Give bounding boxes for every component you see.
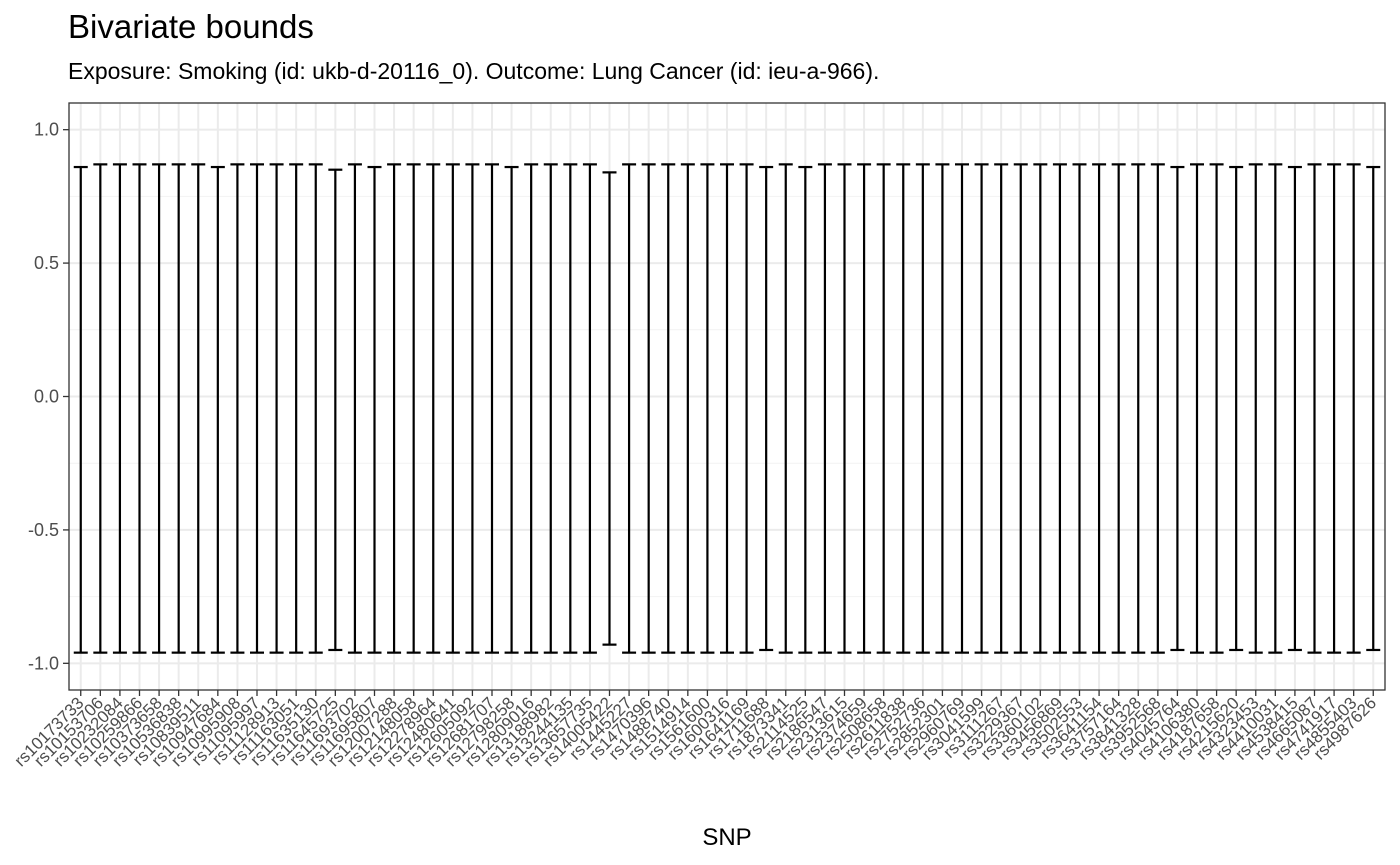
error-bar (720, 163, 734, 654)
error-bar (132, 163, 147, 654)
error-bar (308, 163, 323, 654)
error-bar (485, 163, 499, 654)
error-bar (837, 163, 852, 654)
x-axis-title: SNP (702, 824, 751, 851)
error-bar (955, 163, 969, 654)
error-bar (1366, 165, 1381, 652)
error-bar (504, 165, 519, 654)
error-bar (661, 163, 676, 654)
error-bar (1170, 165, 1185, 652)
error-bar (641, 163, 656, 654)
error-bar (289, 163, 304, 654)
error-bar (994, 163, 1009, 654)
y-tick-label: -0.5 (28, 520, 59, 540)
error-bar (445, 163, 460, 654)
error-bar (1307, 163, 1322, 654)
error-bar (112, 163, 127, 654)
error-bar (602, 171, 617, 646)
error-bar (974, 163, 989, 654)
error-bar (778, 163, 793, 654)
y-tick-label: 1.0 (34, 120, 59, 140)
error-bar (1033, 163, 1048, 654)
error-bar (896, 163, 911, 654)
error-bar (73, 165, 88, 654)
error-bar (857, 163, 872, 654)
error-bar (93, 163, 108, 654)
y-tick-label: -1.0 (28, 653, 59, 673)
error-bar (426, 163, 441, 654)
error-bar (1209, 163, 1224, 654)
error-bar (622, 163, 637, 654)
error-bar (1346, 163, 1361, 654)
error-bar (210, 165, 225, 654)
error-bar (1248, 163, 1263, 654)
error-bar (367, 165, 382, 654)
error-bar (191, 163, 206, 654)
error-bar (680, 163, 695, 654)
error-bar (1052, 163, 1067, 654)
error-bar (328, 168, 343, 652)
error-bar (700, 163, 715, 654)
error-bar (1092, 163, 1107, 654)
error-bar (739, 163, 754, 654)
error-bar (543, 163, 558, 654)
error-bar (876, 163, 891, 654)
error-bar (406, 163, 421, 654)
error-bar (347, 163, 362, 654)
y-axis: 1.0 0.5 0.0 -0.5 -1.0 (28, 120, 69, 673)
error-bar (1072, 163, 1087, 654)
error-bars (73, 163, 1381, 654)
error-bar (1131, 163, 1146, 654)
error-bar (935, 163, 950, 654)
error-bar (798, 165, 813, 654)
error-bar (250, 163, 264, 654)
y-tick-label: 0.5 (34, 253, 59, 273)
error-bar (1287, 165, 1302, 652)
error-bar (171, 163, 186, 654)
error-bar (1327, 163, 1342, 654)
error-bar (230, 163, 245, 654)
error-bar (1013, 163, 1028, 654)
chart-title: Bivariate bounds (68, 8, 314, 45)
error-bar (1268, 163, 1283, 654)
error-bar (524, 163, 539, 654)
error-bar (582, 163, 597, 654)
error-bar (269, 163, 284, 654)
error-bar (1111, 163, 1126, 654)
error-bar (563, 163, 578, 654)
error-bar (1190, 163, 1204, 654)
error-bar (465, 163, 480, 654)
error-bar (152, 163, 167, 654)
error-bar (387, 163, 402, 654)
y-tick-label: 0.0 (34, 387, 59, 407)
error-bar (817, 163, 832, 654)
chart-subtitle: Exposure: Smoking (id: ukb-d-20116_0). O… (68, 58, 880, 84)
error-bar (1150, 163, 1165, 654)
error-bar (915, 163, 930, 654)
x-axis: rs10173733rs10153706rs10232084rs10259866… (11, 690, 1380, 770)
error-bar (759, 165, 774, 652)
error-bar (1229, 165, 1244, 652)
